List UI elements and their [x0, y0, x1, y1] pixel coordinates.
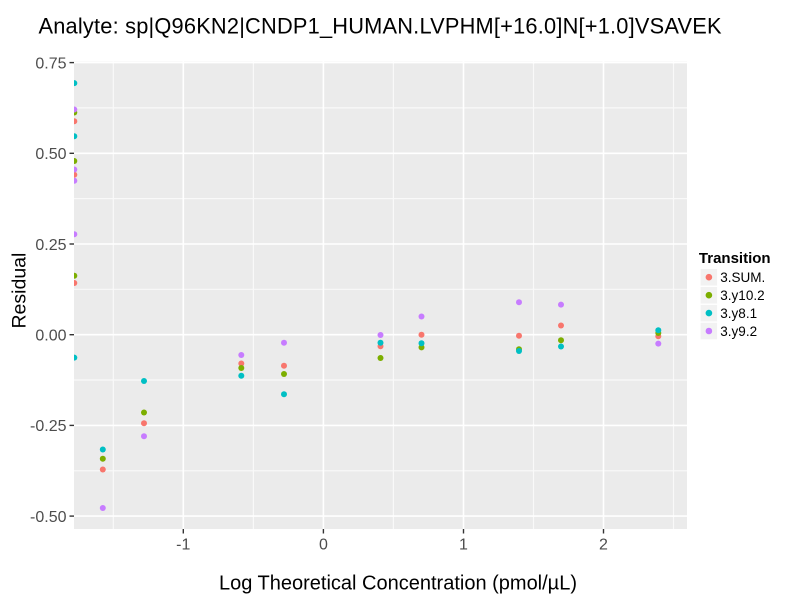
svg-text:0.25: 0.25 [35, 237, 66, 254]
svg-text:Transition: Transition [699, 250, 771, 267]
svg-text:-1: -1 [176, 536, 190, 553]
svg-text:1: 1 [459, 536, 468, 553]
svg-text:0.00: 0.00 [35, 328, 66, 345]
svg-text:Log Theoretical Concentration: Log Theoretical Concentration (pmol/µL) [219, 572, 577, 594]
svg-text:-0.50: -0.50 [30, 509, 67, 526]
svg-text:0.75: 0.75 [35, 55, 66, 72]
svg-text:3.y10.2: 3.y10.2 [720, 288, 764, 303]
svg-text:3.SUM.: 3.SUM. [720, 270, 765, 285]
svg-text:0: 0 [319, 536, 328, 553]
svg-text:2: 2 [599, 536, 608, 553]
svg-text:Analyte: sp|Q96KN2|CNDP1_HUMAN: Analyte: sp|Q96KN2|CNDP1_HUMAN.LVPHM[+16… [39, 14, 722, 39]
svg-text:Residual: Residual [8, 253, 30, 329]
svg-text:-0.25: -0.25 [30, 418, 67, 435]
svg-text:0.50: 0.50 [35, 146, 66, 163]
svg-text:3.y9.2: 3.y9.2 [720, 324, 757, 339]
svg-text:3.y8.1: 3.y8.1 [720, 306, 757, 321]
